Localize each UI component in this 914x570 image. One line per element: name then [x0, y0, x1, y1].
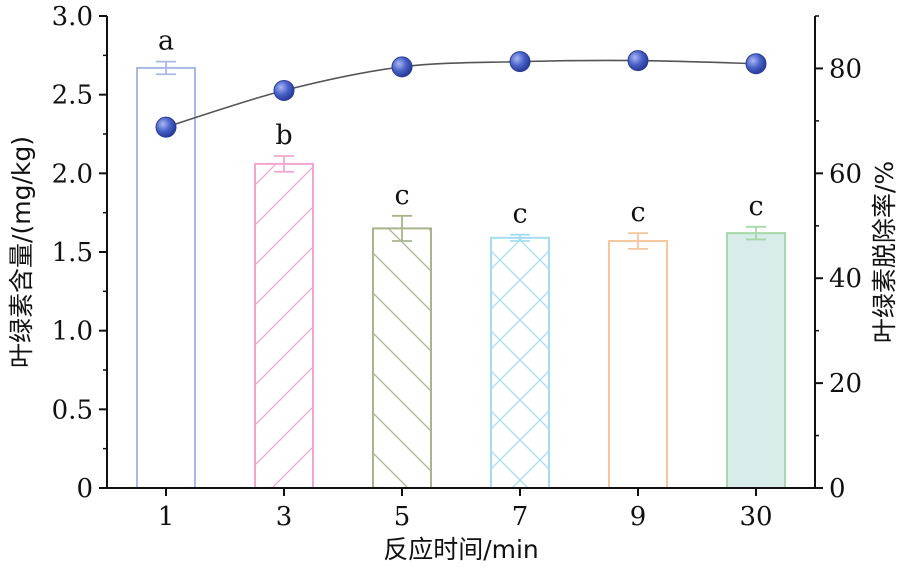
- bar: [136, 66, 196, 489]
- significance-label: c: [512, 199, 527, 230]
- removal-rate-point: [627, 50, 649, 72]
- significance-label: c: [748, 191, 763, 222]
- bar: [726, 232, 786, 489]
- removal-rate-point: [155, 116, 177, 138]
- removal-rate-point: [509, 51, 531, 73]
- significance-label: c: [630, 197, 645, 228]
- removal-rate-line: [165, 59, 757, 128]
- x-tick-label: 3: [276, 502, 293, 532]
- y-tick-label: 2.0: [52, 159, 93, 189]
- removal-rate-point: [391, 56, 413, 78]
- y-tick-label: 1.0: [52, 317, 93, 347]
- y-tick-label: 3.0: [52, 2, 93, 32]
- bar: [608, 239, 668, 489]
- y2-tick-label: 20: [829, 369, 862, 399]
- x-tick-label: 1: [158, 502, 175, 532]
- significance-label: b: [275, 120, 292, 151]
- y2-axis-title: 叶绿素脱除率/%: [870, 161, 899, 343]
- bar: [254, 162, 314, 489]
- y-tick-label: 0: [76, 474, 93, 504]
- x-axis-title: 反应时间/min: [383, 535, 539, 564]
- significance-label: c: [394, 180, 409, 211]
- y2-tick-label: 80: [829, 54, 862, 84]
- removal-rate-point: [273, 79, 295, 101]
- y-axis-title: 叶绿素含量/(mg/kg): [7, 136, 36, 368]
- bar: [490, 236, 550, 489]
- y2-tick-label: 60: [829, 159, 862, 189]
- x-tick-label: 9: [630, 502, 647, 532]
- significance-label: a: [158, 26, 174, 57]
- y-tick-label: 2.5: [52, 81, 93, 111]
- y-tick-label: 0.5: [52, 395, 93, 425]
- removal-rate-point: [745, 53, 767, 75]
- x-tick-label: 30: [739, 502, 772, 532]
- bar: [372, 227, 432, 489]
- x-tick-label: 7: [512, 502, 529, 532]
- y2-tick-label: 0: [829, 474, 846, 504]
- x-tick-label: 5: [394, 502, 411, 532]
- y-tick-label: 1.5: [52, 238, 93, 268]
- y2-tick-label: 40: [829, 264, 862, 294]
